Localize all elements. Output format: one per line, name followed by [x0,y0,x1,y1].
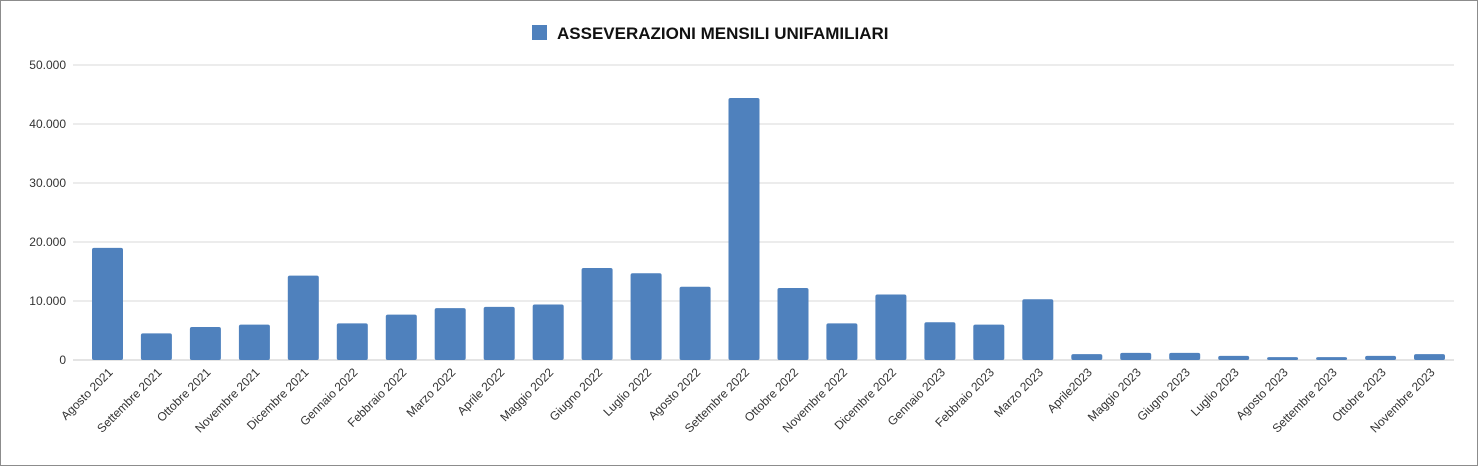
legend-swatch [532,25,547,40]
bar [679,286,711,360]
x-tick-label: Aprile2023 [1044,365,1095,416]
bar [777,288,809,360]
legend-label: ASSEVERAZIONI MENSILI UNIFAMILIARI [557,24,889,43]
bar [1316,357,1348,360]
bar [1267,357,1299,360]
x-tick-label: Aprile 2022 [454,365,507,418]
y-tick-label: 20.000 [29,235,66,249]
y-tick-label: 0 [59,353,66,367]
bar [1071,354,1103,360]
bar [973,324,1005,360]
bar [1365,355,1397,360]
bar [238,324,270,360]
x-tick-label: Giugno 2023 [1134,365,1193,424]
bar [140,333,172,360]
bar [434,308,466,360]
bar [1218,355,1250,360]
y-tick-label: 30.000 [29,176,66,190]
bar [1169,352,1201,360]
x-tick-label: Giugno 2022 [547,365,606,424]
y-tick-label: 40.000 [29,117,66,131]
bar [1414,354,1445,360]
bar [1022,299,1054,360]
y-tick-label: 50.000 [29,58,66,72]
bar [189,327,221,360]
bar [532,304,564,360]
bar [287,275,319,360]
bar [924,322,956,360]
bar [728,98,760,360]
bar [336,323,368,360]
bar [875,294,907,360]
bar [826,323,858,360]
legend: ASSEVERAZIONI MENSILI UNIFAMILIARI [532,24,889,43]
bar [1120,352,1152,360]
bar [581,268,613,360]
bar [385,314,417,360]
x-tick-label: Marzo 2023 [991,365,1046,420]
bar [483,306,515,360]
x-tick-label: Marzo 2022 [404,365,459,420]
y-axis-ticks: 0 10.000 20.000 30.000 40.000 50.000 [29,58,66,367]
gridlines [73,64,1454,361]
bar [630,273,662,360]
y-tick-label: 10.000 [29,294,66,308]
bar [92,247,123,360]
bars [92,98,1445,360]
